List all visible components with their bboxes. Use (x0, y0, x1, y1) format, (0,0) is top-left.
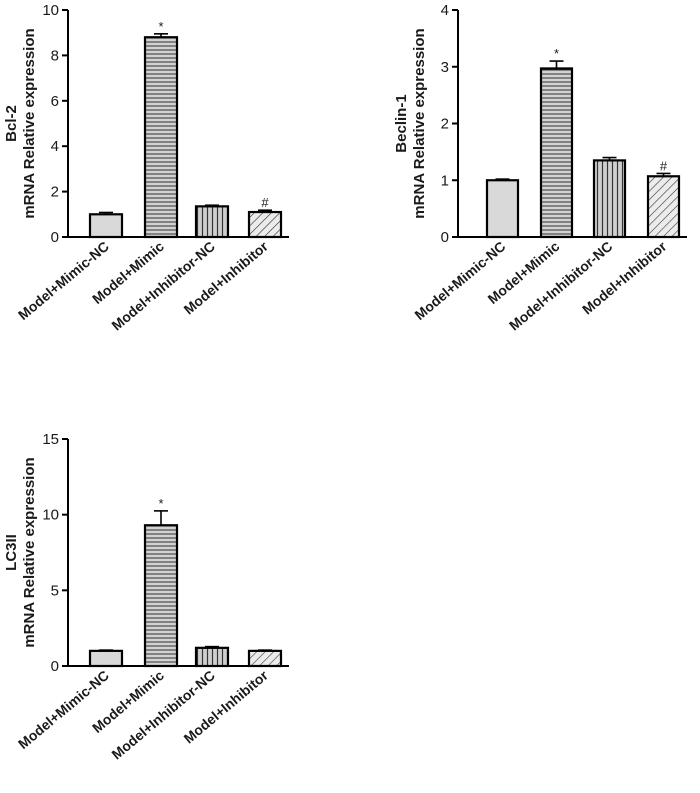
bar (194, 646, 230, 668)
y-tick-label: 8 (51, 47, 59, 64)
y-tick-label: 3 (441, 59, 449, 76)
y-axis-title-line2: mRNA Relative expression (411, 28, 428, 218)
significance-label: # (261, 195, 269, 210)
y-tick-label: 6 (51, 93, 59, 110)
y-tick-label: 0 (51, 658, 59, 675)
y-tick-label: 1 (441, 172, 449, 189)
y-axis-title-line2: mRNA Relative expression (21, 457, 38, 647)
significance-label: # (660, 158, 668, 173)
y-tick-label: 15 (42, 431, 59, 448)
beclin1-chart: 0 1 2 3 4 Beclin-1 mRNA Relative expression Mod… (393, 2, 687, 334)
bar (592, 159, 627, 239)
y-tick-label: 2 (51, 184, 59, 201)
y-tick-label: 10 (42, 2, 59, 19)
bar (88, 213, 124, 239)
bcl2-chart: 0 2 4 6 8 10 Bcl-2 mRNA Relative expression Mode… (3, 2, 289, 334)
y-axis-title-line1: Bcl-2 (3, 105, 20, 142)
significance-label: * (158, 19, 163, 34)
category-label: Model+Mimic-NC (411, 238, 508, 323)
y-tick-label: 2 (441, 116, 449, 133)
y-tick-label: 0 (441, 229, 449, 246)
y-tick-label: 4 (51, 138, 59, 155)
bar (247, 210, 283, 239)
y-tick-label: 0 (51, 229, 59, 246)
lc3ii-chart: 0 5 10 15 LC3II mRNA Relative expression Model… (3, 431, 289, 763)
bar (143, 36, 179, 239)
bar (646, 175, 681, 239)
bar (88, 649, 124, 668)
significance-label: * (158, 496, 163, 511)
bar (247, 649, 283, 668)
bar (143, 524, 179, 668)
bar (539, 67, 574, 239)
category-label: Model+Mimic-NC (15, 238, 112, 323)
y-axis-title-line1: Beclin-1 (393, 94, 410, 152)
significance-label: * (554, 46, 559, 61)
y-tick-label: 10 (42, 507, 59, 524)
category-label: Model+Inhibitor-NC (506, 238, 615, 333)
bar (194, 205, 230, 239)
y-tick-label: 4 (441, 2, 449, 19)
category-label: Model+Mimic-NC (15, 667, 112, 752)
y-axis-title-line2: mRNA Relative expression (21, 28, 38, 218)
bar (485, 179, 520, 239)
y-tick-label: 5 (51, 582, 59, 599)
y-axis-title-line1: LC3II (3, 534, 20, 571)
